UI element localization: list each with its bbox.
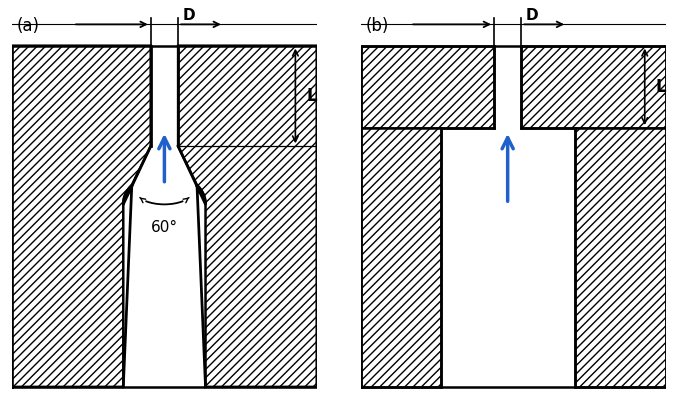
Text: 60°: 60° (151, 220, 178, 234)
Polygon shape (178, 46, 316, 387)
Polygon shape (12, 46, 151, 387)
Polygon shape (521, 46, 666, 128)
Polygon shape (362, 46, 494, 128)
Text: L: L (306, 87, 316, 105)
Text: D: D (526, 8, 538, 23)
Text: D: D (183, 8, 195, 23)
Polygon shape (575, 128, 666, 387)
Text: (b): (b) (366, 17, 389, 35)
Polygon shape (362, 128, 440, 387)
Text: L: L (656, 78, 666, 96)
Text: (a): (a) (16, 17, 40, 35)
